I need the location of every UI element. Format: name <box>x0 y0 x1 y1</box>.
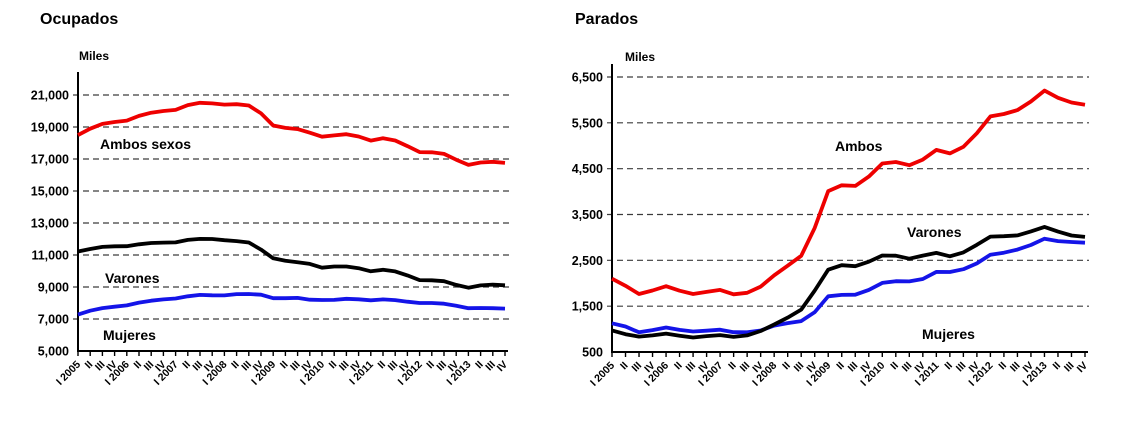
y-tick-label: 19,000 <box>31 121 69 135</box>
gridlines <box>607 76 1089 307</box>
y-tick-label: 5,500 <box>572 116 603 130</box>
y-tick-label: 9,000 <box>38 281 69 295</box>
series-label-mujeres: Mujeres <box>103 327 156 343</box>
y-tick-label: 6,500 <box>572 71 603 85</box>
y-axis-unit-label: Miles <box>625 50 655 64</box>
series-label-varones: Varones <box>907 224 962 240</box>
chart-title: Parados <box>575 11 638 28</box>
series-line-varones <box>77 236 506 290</box>
series-line-mujeres <box>611 236 1086 335</box>
y-tick-label: 13,000 <box>31 217 69 231</box>
x-tick-label: IV <box>1075 360 1091 376</box>
y-tick-label: 5,000 <box>38 345 69 359</box>
x-tick-label: IV <box>495 359 511 375</box>
y-axis-unit-label: Miles <box>79 49 109 63</box>
ocupados-chart-svg: Ocupados Miles 21,000 19,000 17,000 15,000 1… <box>31 11 510 388</box>
y-tick-label: 1,500 <box>572 300 603 314</box>
axes <box>77 72 508 356</box>
axes <box>611 64 1088 357</box>
y-tick-label: 17,000 <box>31 153 69 167</box>
series-lines <box>611 88 1086 340</box>
y-tick-label: 11,000 <box>31 249 69 263</box>
y-tick-label: 21,000 <box>31 89 69 103</box>
y-tick-labels: 21,000 19,000 17,000 15,000 13,000 11,000 9,00… <box>31 89 69 359</box>
series-label-varones: Varones <box>105 270 160 286</box>
series-label-mujeres: Mujeres <box>922 326 975 342</box>
y-tick-label: 2,500 <box>572 254 603 268</box>
series-line-varones <box>611 224 1086 340</box>
y-tick-label: 7,000 <box>38 313 69 327</box>
gridlines <box>73 94 509 320</box>
y-tick-label: 500 <box>582 346 603 360</box>
series-lines <box>77 100 506 317</box>
y-tick-label: 4,500 <box>572 162 603 176</box>
ocupados-chart: Ocupados Miles 21,000 19,000 17,000 15,000 1… <box>0 0 560 427</box>
series-label-ambos: Ambos <box>835 138 883 154</box>
chart-title: Ocupados <box>40 11 118 28</box>
x-tick-label: I 2005 <box>588 360 617 389</box>
parados-chart-svg: Parados Miles 6,500 5,500 4,500 3,500 2,500 1… <box>572 11 1090 389</box>
y-tick-label: 3,500 <box>572 208 603 222</box>
y-tick-labels: 6,500 5,500 4,500 3,500 2,500 1,500 500 <box>572 71 603 360</box>
series-label-ambos-sexos: Ambos sexos <box>100 136 191 152</box>
series-line-ambos <box>611 88 1086 297</box>
parados-chart: Parados Miles 6,500 5,500 4,500 3,500 2,500 1… <box>560 0 1121 427</box>
series-line-ambos-sexos <box>77 100 506 167</box>
x-tick-label: I 2005 <box>54 359 83 388</box>
y-tick-label: 15,000 <box>31 185 69 199</box>
series-line-mujeres <box>77 292 506 317</box>
